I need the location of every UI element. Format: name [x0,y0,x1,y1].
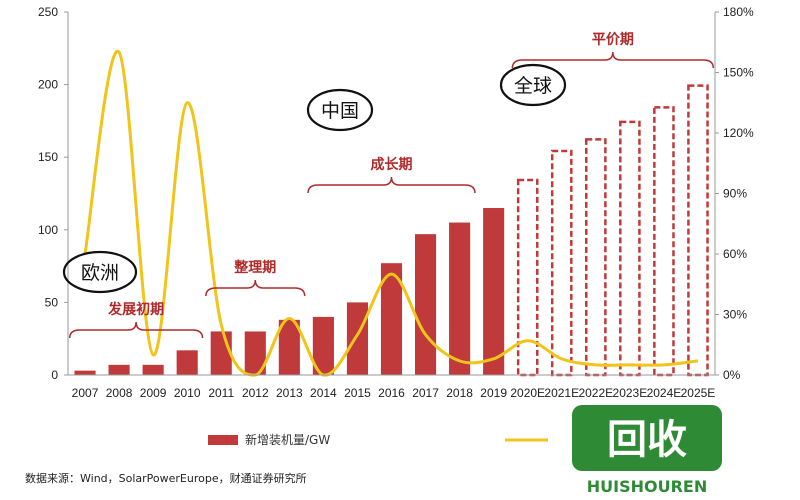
phase-label: 整理期 [233,259,276,276]
region-circle [62,250,138,294]
bar [244,331,266,375]
y-right-tick-label: 60% [723,247,747,261]
x-tick-label: 2009 [140,386,167,400]
x-tick-label: 2018 [446,386,473,400]
bar-estimate [653,106,675,377]
bar [278,319,300,375]
region-label: 欧洲 [81,262,119,284]
x-tick-label: 2014 [310,386,337,400]
phase-label: 平价期 [592,32,634,48]
y-left-tick-label: 100 [38,223,58,237]
legend: 新增装机量/GW [208,432,548,447]
y-left-tick-label: 200 [38,78,58,92]
bar [210,331,232,375]
x-tick-label: 2008 [106,386,133,400]
watermark-logo: 回收 HUISHOUREN [572,405,722,496]
x-tick-label: 2021E [544,386,579,400]
y-left-tick-label: 50 [45,295,59,309]
phase-label: 成长期 [371,156,413,173]
bar [449,222,471,375]
legend-bar-swatch [208,435,238,445]
phase-brace [205,279,306,297]
y-right-tick-label: 180% [723,5,754,19]
bar [74,370,96,375]
x-tick-label: 2015 [344,386,371,400]
watermark-subtext: HUISHOUREN [587,477,707,496]
y-left-tick-label: 250 [38,5,58,19]
bar [483,208,505,375]
watermark-text: 回收 [607,417,687,463]
x-tick-label: 2025E [681,386,716,400]
bar-estimate [585,138,607,377]
bar [312,316,334,375]
source-note: 数据来源：Wind，SolarPowerEurope，财通证券研究所 [25,471,307,485]
x-tick-label: 2012 [242,386,269,400]
phase-brace [307,176,476,194]
x-tick-label: 2020E [510,386,545,400]
x-tick-label: 2023E [613,386,648,400]
bar-estimate [687,84,709,377]
region-circle [306,88,374,132]
bar-series [74,84,709,377]
axes: 0 50 100 150 200 250 0% 30% 60% 90% 120% 150% 180% 20… [38,5,754,400]
x-tick-label: 2024E [647,386,682,400]
bar-estimate [550,149,573,377]
bar [176,350,198,375]
x-tick-label: 2019 [480,386,507,400]
y-left-tick-label: 0 [51,368,58,382]
x-tick-label: 2007 [72,386,99,400]
x-tick-label: 2016 [378,386,405,400]
bar [346,302,369,375]
region-label: 中国 [321,100,359,122]
y-right-tick-label: 90% [723,187,747,201]
bar [380,263,403,375]
phase-brace [68,321,204,339]
x-tick-label: 2017 [412,386,439,400]
legend-bar-label: 新增装机量/GW [245,432,330,447]
x-tick-label: 2022E [578,386,613,400]
y-right-tick-label: 150% [723,66,754,80]
phase-label: 发展初期 [107,301,164,318]
bar [108,364,130,375]
y-left-tick-label: 150 [38,150,58,164]
y-right-tick-label: 0% [723,368,741,382]
bar-estimate [516,178,539,377]
y-right-tick-label: 30% [723,308,747,322]
bar [142,364,164,375]
x-tick-label: 2013 [276,386,303,400]
y-right-tick-label: 120% [723,126,754,140]
region-circle [499,63,567,107]
watermark-badge [572,405,722,471]
phase-brace [511,51,715,69]
x-tick-label: 2010 [174,386,201,400]
region-label: 全球 [514,75,552,97]
x-tick-label: 2011 [208,386,234,400]
bar-estimate [619,120,641,377]
bar [414,234,437,375]
